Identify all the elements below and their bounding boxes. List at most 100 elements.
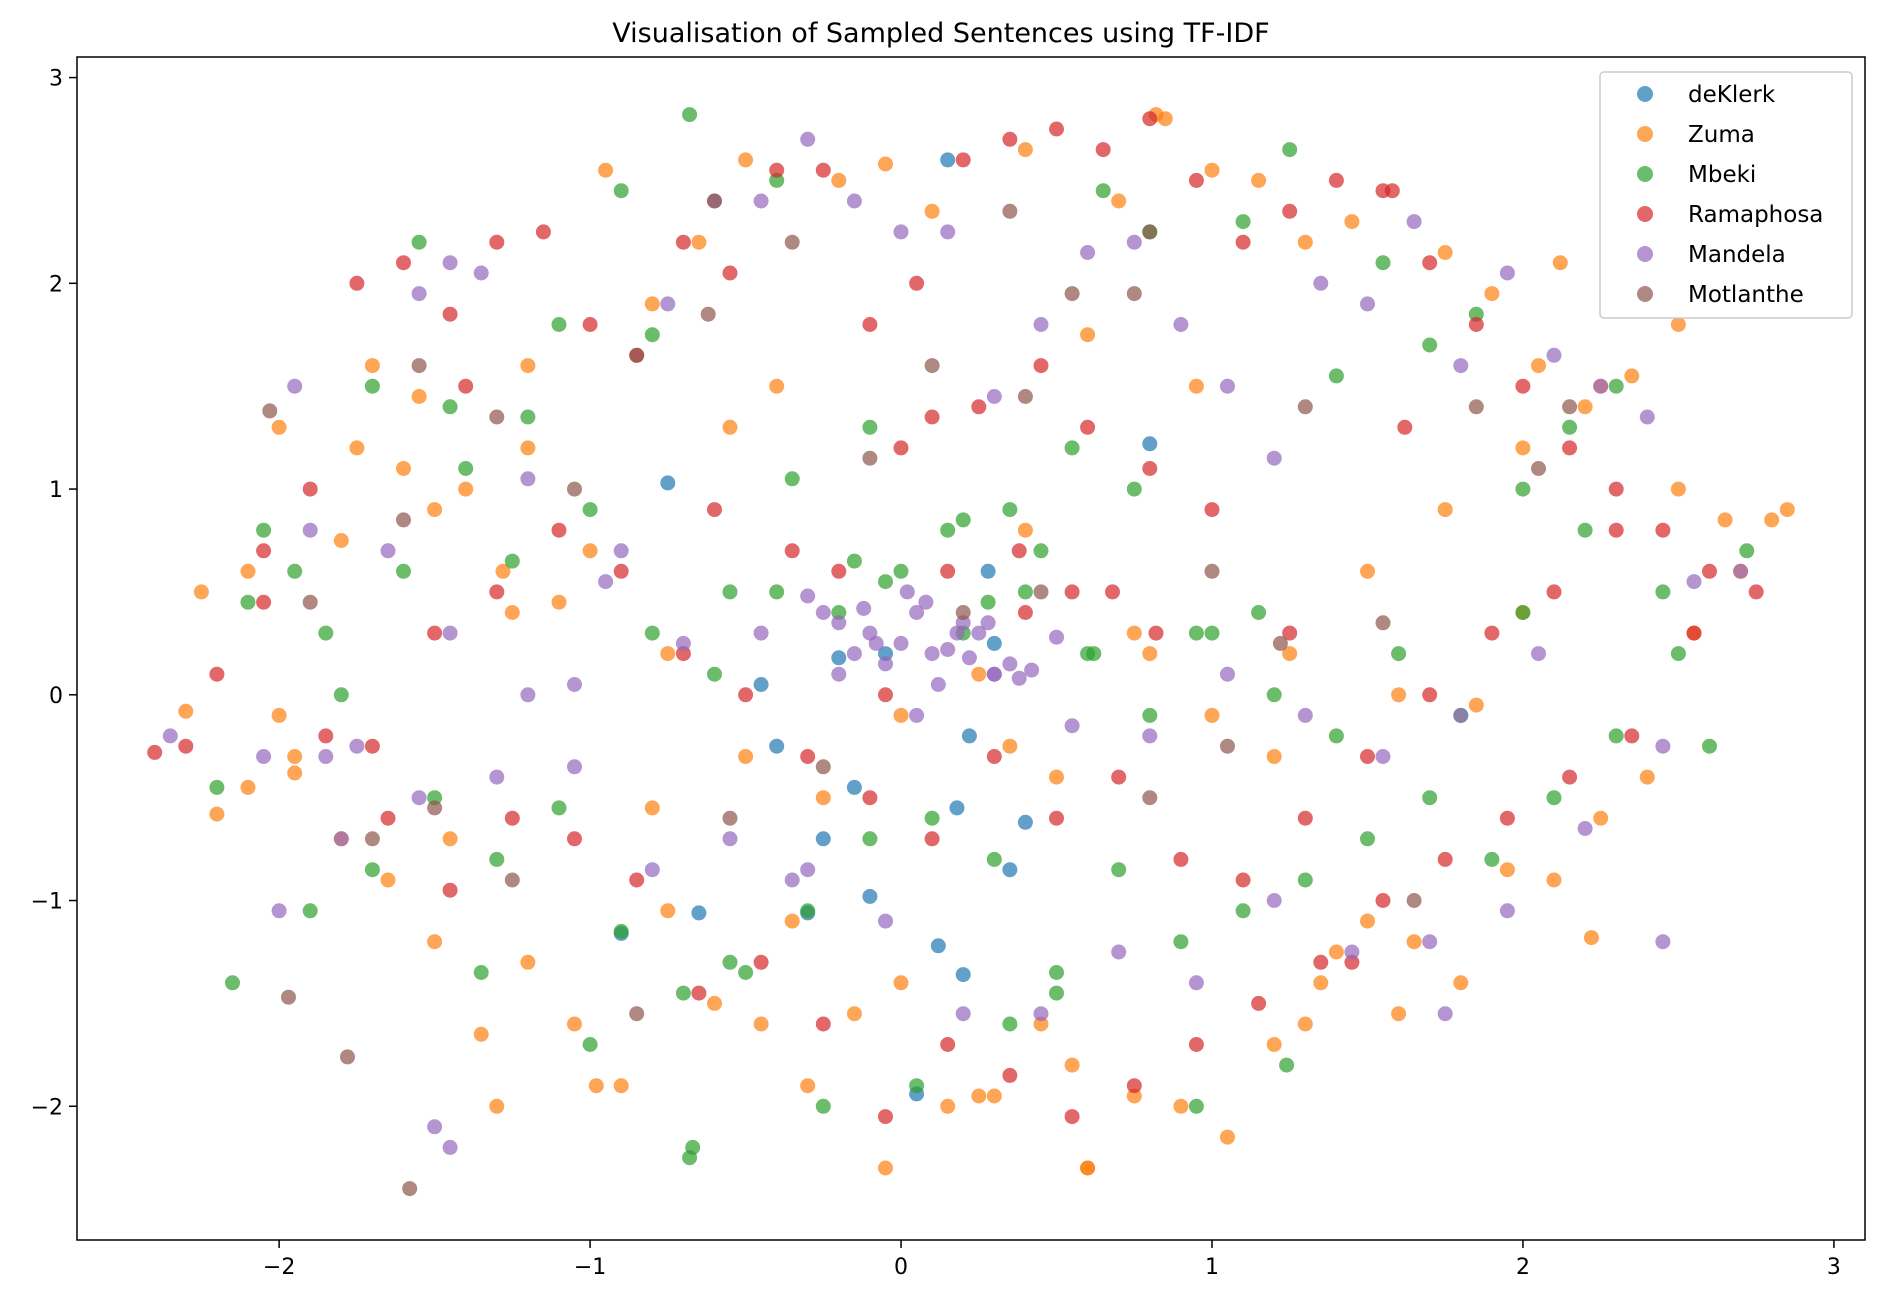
data-point-mandela bbox=[878, 656, 893, 672]
data-point-zuma bbox=[893, 975, 909, 991]
data-point-zuma bbox=[1577, 399, 1593, 415]
data-point-ramaphosa bbox=[427, 625, 443, 641]
data-point-ramaphosa bbox=[1188, 1037, 1204, 1052]
data-point-mbeki bbox=[302, 903, 318, 919]
data-point-zuma bbox=[1126, 625, 1142, 641]
data-point-mbeki bbox=[878, 574, 893, 590]
data-point-mbeki bbox=[1266, 687, 1282, 703]
data-point-mandela bbox=[411, 790, 427, 806]
data-point-zuma bbox=[520, 440, 536, 456]
data-point-zuma bbox=[1173, 1098, 1189, 1114]
x-tick-label: 2 bbox=[1516, 1255, 1530, 1280]
data-point-mbeki bbox=[1375, 255, 1391, 271]
data-point-deklerk bbox=[878, 646, 893, 662]
data-point-ramaphosa bbox=[1375, 893, 1391, 908]
data-point-mbeki bbox=[364, 862, 380, 878]
data-point-zuma bbox=[1251, 172, 1267, 188]
data-point-ramaphosa bbox=[1397, 419, 1413, 435]
data-point-ramaphosa bbox=[1235, 872, 1251, 888]
data-point-mandela bbox=[856, 600, 872, 616]
data-point-mbeki bbox=[1017, 584, 1033, 600]
data-point-mandela bbox=[1531, 646, 1546, 662]
data-point-ramaphosa bbox=[364, 738, 380, 754]
legend-label: Ramaphosa bbox=[1688, 202, 1823, 228]
data-point-ramaphosa bbox=[302, 481, 318, 497]
data-point-ramaphosa bbox=[629, 872, 645, 888]
data-point-mbeki bbox=[722, 954, 738, 970]
data-point-zuma bbox=[1002, 738, 1018, 754]
data-point-mbeki bbox=[1608, 378, 1624, 394]
data-point-ramaphosa bbox=[707, 502, 722, 518]
data-point-ramaphosa bbox=[256, 594, 272, 610]
legend-marker bbox=[1637, 166, 1653, 182]
data-point-mandela bbox=[1686, 574, 1702, 590]
data-point-mandela bbox=[1655, 738, 1671, 754]
data-point-ramaphosa bbox=[675, 234, 691, 250]
data-point-zuma bbox=[1266, 1037, 1282, 1052]
data-point-ramaphosa bbox=[955, 152, 971, 168]
x-axis: −2 −1 0 1 2 3 bbox=[263, 1240, 1841, 1280]
data-point-mandela bbox=[971, 625, 987, 641]
data-point-mbeki bbox=[1049, 965, 1064, 980]
x-tick-label: 1 bbox=[1205, 1255, 1219, 1280]
data-point-zuma bbox=[1033, 1016, 1049, 1032]
data-point-mandela bbox=[1422, 934, 1438, 950]
data-point-ramaphosa bbox=[1111, 769, 1127, 785]
data-point-mandela bbox=[333, 831, 349, 847]
data-point-mbeki bbox=[287, 563, 303, 579]
x-tick-label: 3 bbox=[1827, 1255, 1841, 1280]
data-point-ramaphosa bbox=[489, 584, 505, 600]
data-point-motlanthe bbox=[1375, 615, 1391, 631]
data-point-zuma bbox=[660, 646, 676, 662]
legend-marker bbox=[1637, 86, 1653, 102]
data-point-mbeki bbox=[1173, 934, 1189, 950]
data-point-mandela bbox=[1655, 934, 1671, 950]
data-point-zuma bbox=[722, 419, 738, 435]
data-point-mbeki bbox=[582, 502, 598, 518]
data-point-zuma bbox=[738, 152, 754, 168]
data-point-mbeki bbox=[675, 985, 691, 1001]
data-point-mbeki bbox=[722, 584, 738, 600]
data-point-zuma bbox=[1437, 245, 1453, 260]
data-point-mbeki bbox=[1251, 605, 1267, 620]
data-point-ramaphosa bbox=[582, 317, 598, 332]
data-point-mbeki bbox=[1515, 605, 1531, 620]
data-point-zuma bbox=[1453, 975, 1469, 991]
data-point-mandela bbox=[722, 831, 738, 847]
data-point-ramaphosa bbox=[1686, 625, 1702, 641]
data-point-mandela bbox=[1011, 670, 1027, 686]
data-point-mbeki bbox=[909, 1078, 925, 1094]
data-point-mbeki bbox=[1391, 646, 1407, 662]
data-point-zuma bbox=[411, 389, 427, 404]
data-point-ramaphosa bbox=[1313, 954, 1329, 970]
data-point-ramaphosa bbox=[1562, 769, 1578, 785]
data-point-mbeki bbox=[504, 553, 520, 569]
y-tick-label: −2 bbox=[31, 1095, 63, 1120]
data-point-mandela bbox=[1266, 893, 1282, 908]
data-point-zuma bbox=[1204, 162, 1220, 178]
data-point-zuma bbox=[1142, 646, 1158, 662]
data-point-ramaphosa bbox=[1608, 481, 1624, 497]
data-point-zuma bbox=[1583, 930, 1599, 946]
data-point-mbeki bbox=[1670, 646, 1686, 662]
data-point-zuma bbox=[1297, 1016, 1313, 1032]
data-point-ramaphosa bbox=[1546, 584, 1562, 600]
data-point-mandela bbox=[940, 224, 956, 240]
data-point-ramaphosa bbox=[1468, 317, 1484, 332]
data-point-ramaphosa bbox=[1608, 522, 1624, 538]
data-point-ramaphosa bbox=[1064, 1109, 1080, 1125]
data-point-mandela bbox=[520, 471, 536, 487]
data-point-zuma bbox=[287, 765, 303, 781]
data-point-ramaphosa bbox=[551, 522, 567, 538]
data-point-mbeki bbox=[1279, 1057, 1295, 1073]
data-point-mbeki bbox=[1204, 625, 1220, 641]
data-point-mbeki bbox=[551, 317, 567, 332]
data-point-ramaphosa bbox=[940, 563, 956, 579]
data-point-mandela bbox=[878, 913, 893, 929]
data-point-zuma bbox=[1017, 142, 1033, 158]
data-point-mandela bbox=[961, 650, 977, 666]
data-point-motlanthe bbox=[700, 306, 716, 322]
data-point-ramaphosa bbox=[1499, 810, 1515, 826]
data-point-zuma bbox=[1297, 234, 1313, 250]
data-point-ramaphosa bbox=[1344, 954, 1360, 970]
